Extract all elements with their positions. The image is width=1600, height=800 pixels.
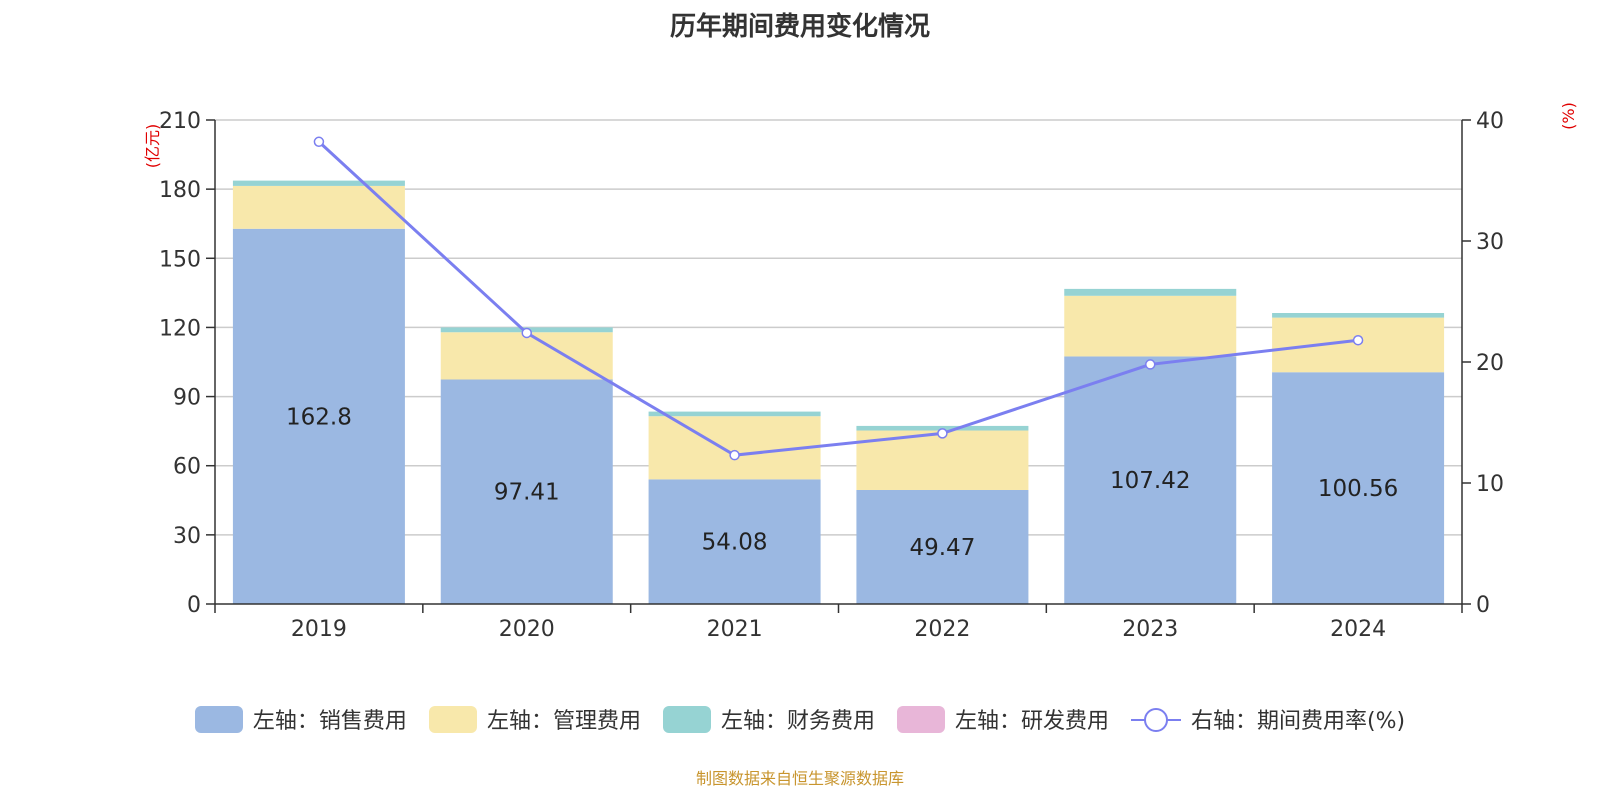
legend-label: 左轴：销售费用	[252, 709, 407, 734]
bar-segment	[1064, 288, 1237, 296]
legend-item[interactable]: 左轴：管理费用	[428, 703, 641, 735]
right-axis-label: (%)	[1559, 102, 1578, 130]
legend: 左轴：销售费用 左轴：管理费用 左轴：财务费用 左轴：研发费用 右轴：期间费用率(%)	[0, 703, 1600, 735]
rate-point	[521, 327, 532, 339]
legend-swatch	[194, 705, 243, 733]
data-labels: 162.8 97.41 54.08 49.47 107.42 100.56	[286, 404, 1398, 561]
right-tick-label: 0	[1476, 593, 1490, 618]
axes: 0 30 60 90 120 150 180 210 0 10 20 30 40 2019 2020 2021…	[143, 102, 1578, 642]
left-tick-label: 0	[187, 593, 201, 618]
data-label: 97.41	[494, 480, 560, 506]
bar-segment	[648, 479, 821, 604]
legend-item[interactable]: 左轴：研发费用	[896, 703, 1109, 735]
bar-segment	[1064, 295, 1237, 357]
right-tick-label: 10	[1476, 472, 1504, 497]
x-tick-label: 2022	[914, 617, 970, 642]
rate-point	[313, 136, 325, 148]
x-tick-label: 2019	[291, 617, 347, 642]
left-tick-label: 90	[173, 386, 201, 411]
left-tick-label: 210	[159, 109, 201, 134]
bar-segment	[856, 489, 1029, 604]
legend-swatch	[896, 705, 945, 733]
bar-segment	[232, 185, 405, 229]
chart-title: 历年期间费用变化情况	[669, 12, 930, 42]
legend-label: 左轴：管理费用	[486, 709, 641, 734]
bar-segment	[440, 379, 613, 604]
legend-swatch	[428, 705, 477, 733]
data-label: 100.56	[1318, 476, 1398, 502]
bar-segment	[1272, 372, 1445, 604]
legend-label: 左轴：研发费用	[954, 709, 1109, 734]
bar-segment	[232, 180, 405, 186]
x-tick-label: 2020	[499, 617, 555, 642]
right-tick-label: 40	[1476, 109, 1504, 134]
legend-line-marker	[1130, 706, 1181, 733]
legend-swatch	[662, 705, 711, 733]
legend-label: 右轴：期间费用率(%)	[1190, 709, 1406, 734]
gridlines	[215, 119, 1462, 536]
data-label: 107.42	[1110, 468, 1190, 494]
bars	[232, 180, 1445, 604]
left-axis-label: (亿元)	[143, 124, 162, 169]
x-tick-label: 2024	[1330, 617, 1386, 642]
data-label: 49.47	[909, 535, 975, 561]
bar-segment	[648, 411, 821, 417]
x-tick-label: 2021	[707, 617, 763, 642]
left-tick-label: 180	[159, 178, 201, 203]
rate-point	[1145, 359, 1156, 370]
legend-item[interactable]: 左轴：销售费用	[194, 703, 407, 735]
x-tick-label: 2023	[1122, 617, 1178, 642]
legend-label: 左轴：财务费用	[720, 709, 875, 734]
data-label: 54.08	[702, 530, 768, 556]
right-tick-label: 30	[1476, 230, 1504, 255]
left-tick-label: 30	[173, 524, 201, 549]
rate-line	[313, 136, 1364, 461]
bar-segment	[232, 228, 405, 604]
left-tick-label: 60	[173, 455, 201, 480]
legend-item[interactable]: 右轴：期间费用率(%)	[1130, 703, 1406, 735]
source-note: 制图数据来自恒生聚源数据库	[695, 769, 904, 788]
left-tick-label: 120	[159, 316, 201, 341]
bar-segment	[1064, 356, 1237, 604]
legend-item[interactable]: 左轴：财务费用	[662, 703, 875, 735]
rate-point	[937, 428, 948, 439]
rate-point	[1352, 334, 1364, 346]
rate-point	[729, 449, 740, 461]
rate-line-path	[317, 140, 1359, 457]
bar-segment	[1272, 313, 1445, 318]
data-label: 162.8	[286, 404, 352, 430]
right-tick-label: 20	[1476, 351, 1504, 376]
left-tick-label: 150	[159, 247, 201, 272]
bar-segment	[440, 332, 613, 380]
